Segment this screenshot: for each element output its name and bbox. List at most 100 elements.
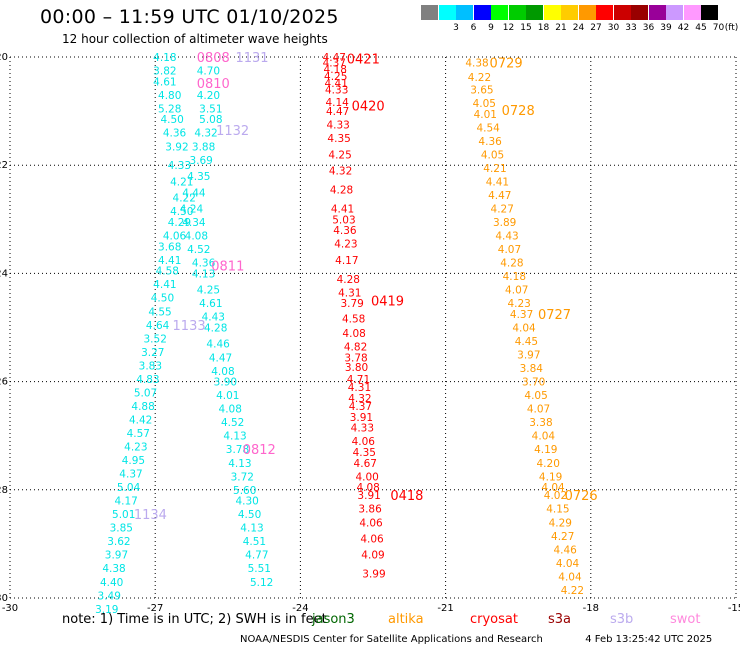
swh-value: 4.61 bbox=[199, 298, 222, 310]
colorbar-tick-label: 18 bbox=[537, 23, 550, 33]
swh-value: 4.22 bbox=[173, 193, 196, 205]
lon-tick-label: -21 bbox=[437, 603, 453, 614]
lat-tick-label: -22 bbox=[0, 160, 8, 171]
colorbar-tick-label: 36 bbox=[642, 23, 655, 33]
swh-value: 4.24 bbox=[180, 203, 204, 215]
swh-value: 4.61 bbox=[153, 76, 176, 88]
colorbar-swatch bbox=[491, 5, 508, 20]
swh-value: 4.36 bbox=[333, 225, 357, 237]
swh-value: 3.72 bbox=[231, 471, 254, 483]
swh-value: 4.28 bbox=[500, 258, 523, 270]
swh-value: 4.55 bbox=[148, 306, 171, 318]
colorbar-swatch bbox=[578, 5, 596, 20]
colorbar-tick-label: 12 bbox=[502, 23, 515, 33]
swh-value: 4.47 bbox=[326, 106, 349, 118]
mission-legend-item: swot bbox=[670, 612, 701, 627]
swh-value: 4.21 bbox=[170, 176, 193, 188]
colorbar-swatch bbox=[456, 5, 473, 20]
swh-value: 4.27 bbox=[551, 531, 574, 543]
pass-label: 0420 bbox=[352, 100, 385, 115]
colorbar-swatch bbox=[526, 5, 543, 20]
swh-value: 4.77 bbox=[245, 550, 268, 562]
swh-value: 4.33 bbox=[325, 84, 348, 96]
lon-tick-label: -27 bbox=[147, 603, 163, 614]
colorbar-tick-label: 33 bbox=[625, 23, 637, 33]
generated-timestamp: 4 Feb 13:25:42 UTC 2025 bbox=[585, 634, 713, 645]
pass-label: 1132 bbox=[216, 124, 249, 139]
swh-value: 4.06 bbox=[352, 436, 376, 448]
swh-value: 4.54 bbox=[476, 122, 500, 134]
swh-value: 4.50 bbox=[170, 206, 193, 218]
footer-credit: NOAA/NESDIS Center for Satellite Applica… bbox=[240, 634, 712, 645]
swh-value: 5.03 bbox=[332, 214, 355, 226]
swh-value: 3.99 bbox=[362, 569, 385, 581]
colorbar-tick-label: 27 bbox=[590, 23, 602, 33]
swh-value: 4.05 bbox=[473, 98, 496, 110]
swh-value: 4.38 bbox=[102, 563, 125, 575]
swh-value: 3.90 bbox=[214, 377, 237, 389]
swh-value: 3.68 bbox=[158, 241, 181, 253]
swh-value: 5.08 bbox=[199, 114, 222, 126]
mission-legend-item: cryosat bbox=[470, 612, 518, 627]
swh-value: 4.36 bbox=[192, 258, 216, 270]
colorbar-tick-label: 45 bbox=[695, 23, 707, 33]
swh-value: 5.04 bbox=[117, 482, 141, 494]
swh-value: 4.18 bbox=[503, 271, 526, 283]
swh-value: 4.35 bbox=[327, 133, 350, 145]
swh-value: 4.09 bbox=[361, 550, 384, 562]
map-title: 00:00 – 11:59 UTC 01/10/2025 bbox=[40, 6, 339, 28]
swh-value: 4.33 bbox=[168, 160, 191, 172]
lat-tick-label: -28 bbox=[0, 485, 8, 496]
pass-label: 0808 bbox=[197, 51, 230, 66]
pass-label: 1131 bbox=[235, 51, 268, 66]
swh-value: 4.13 bbox=[240, 523, 263, 535]
colorbar-tick-label: 6 bbox=[470, 23, 477, 33]
swh-value: 4.37 bbox=[349, 401, 372, 413]
swh-value: 4.37 bbox=[119, 469, 142, 481]
swh-value: 4.28 bbox=[330, 185, 353, 197]
swh-value: 4.41 bbox=[331, 203, 354, 215]
swh-value: 3.91 bbox=[350, 412, 373, 424]
swh-value: 4.88 bbox=[131, 401, 154, 413]
swh-value: 4.51 bbox=[243, 536, 266, 548]
swh-value: 4.06 bbox=[163, 231, 187, 243]
swh-value: 4.58 bbox=[156, 266, 179, 278]
colorbar-swatch bbox=[421, 5, 438, 20]
pass-label: 0810 bbox=[197, 77, 230, 92]
mission-legend-item: altika bbox=[388, 612, 424, 627]
swh-value: 3.79 bbox=[340, 298, 363, 310]
swh-value: 4.71 bbox=[347, 374, 370, 386]
swh-value: 4.04 bbox=[541, 482, 565, 494]
swh-value: 4.67 bbox=[354, 458, 377, 470]
swh-value: 4.30 bbox=[235, 496, 258, 508]
swh-value: 4.43 bbox=[202, 312, 225, 324]
swh-value: 4.05 bbox=[524, 390, 547, 402]
swh-value: 4.08 bbox=[219, 404, 242, 416]
swh-value: 5.28 bbox=[158, 103, 181, 115]
swh-value: 3.78 bbox=[344, 352, 367, 364]
lat-tick-label: -24 bbox=[0, 268, 8, 279]
swh-value: 4.52 bbox=[187, 244, 210, 256]
swh-value: 4.01 bbox=[216, 390, 239, 402]
swh-value: 4.15 bbox=[546, 504, 569, 516]
pass-label: 0727 bbox=[538, 308, 571, 323]
swh-value: 3.38 bbox=[529, 417, 552, 429]
swh-value: 5.07 bbox=[134, 387, 157, 399]
swh-value: 4.23 bbox=[334, 239, 357, 251]
colorbar-swatch bbox=[508, 5, 526, 20]
swh-value: 4.28 bbox=[204, 323, 227, 335]
swh-value: 3.97 bbox=[105, 550, 128, 562]
lat-tick-label: -20 bbox=[0, 52, 8, 63]
swh-value: 3.85 bbox=[110, 523, 133, 535]
swh-value: 4.42 bbox=[129, 414, 152, 426]
swh-value: 4.05 bbox=[481, 149, 504, 161]
swh-value: 4.19 bbox=[539, 471, 562, 483]
swh-value: 3.97 bbox=[517, 350, 540, 362]
colorbar-swatch bbox=[596, 5, 613, 20]
colorbar-tick-label: 39 bbox=[660, 23, 672, 33]
colorbar-tick-label: 70 bbox=[712, 23, 725, 33]
swh-value: 4.32 bbox=[329, 166, 352, 178]
swh-value: 3.88 bbox=[192, 141, 215, 153]
swh-value: 4.18 bbox=[324, 64, 347, 76]
